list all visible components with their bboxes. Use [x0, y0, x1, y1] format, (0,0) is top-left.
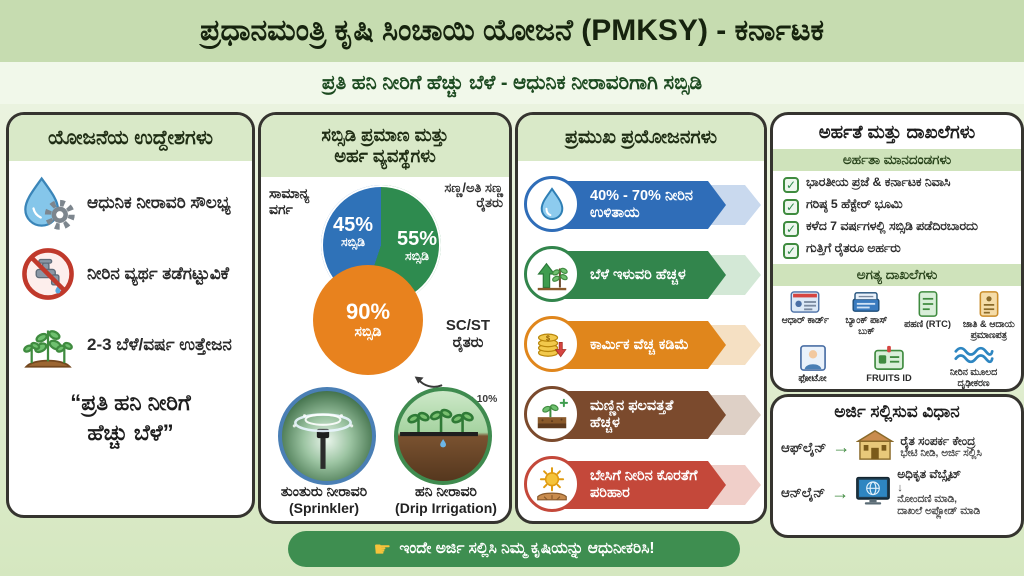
sprinkler-caption: ತುಂತುರು ನೀರಾವರಿ (Sprinkler)	[280, 483, 368, 516]
benefit-row: ಬೆಳೆ ಇಳುವರಿ ಹೆಚ್ಚಳ	[518, 243, 764, 307]
right-arrow-icon: →	[832, 437, 851, 457]
criteria-item: ✓ ಭಾರತೀಯ ಪ್ರಜೆ & ಕರ್ನಾಟಕ ನಿವಾಸಿ	[783, 175, 1013, 193]
cta-banner: ☛ ಇಂದೇ ಅರ್ಜಿ ಸಲ್ಲಿಸಿ ನಿಮ್ಮ ಕೃಷಿಯನ್ನು ಆಧು…	[288, 531, 740, 567]
cta-text: ಇಂದೇ ಅರ್ಜಿ ಸಲ್ಲಿಸಿ ನಿಮ್ಮ ಕೃಷಿಯನ್ನು ಆಧುನೀ…	[399, 540, 655, 557]
offline-description: ರೈತ ಸಂಪರ್ಕ ಕೇಂದ್ರ ಭೇಟಿ ನೀಡಿ, ಅರ್ಜಿ ಸಲ್ಲಿ…	[900, 433, 982, 460]
water-drop-gear-icon	[19, 174, 77, 232]
documents-row: ಆಧಾರ್ ಕಾರ್ಡ್ ಬ್ಯಾಂಕ್ ಪಾಸ್ ಬುಕ್ ಪ	[773, 291, 1021, 340]
check-icon: ✓	[783, 221, 799, 237]
drought-sun-icon	[524, 456, 580, 512]
benefit-label: ಕಾರ್ಮಿಕ ವೆಚ್ಚ ಕಡಿಮೆ	[590, 336, 689, 353]
website-monitor-icon	[855, 475, 891, 512]
scst-farmers-label: SC/ST ರೈತರು	[445, 317, 491, 352]
small-farmers-label: ಸಣ್ಣ/ಅತಿ ಸಣ್ಣ ರೈತರು	[444, 180, 503, 210]
scheme-motto-quote: “ಪ್ರತಿ ಹನಿ ನೀರಿಗೆ ಹೆಚ್ಚು ಬೆಳೆ”	[70, 390, 191, 445]
document-item: ನೀರಿನ ಮೂಲದ ದೃಢೀಕರಣ	[937, 345, 1011, 388]
online-row: ಆನ್‌ಲೈನ್ → ಅಧಿಕೃತ ವೆಬ್ಸೈಟ್ ↓ ನೋಂದಣಿ ಮಾಡಿ…	[781, 467, 1015, 518]
no-water-waste-icon	[19, 245, 77, 303]
objective-item: 2-3 ಬೆಳೆ/ವರ್ಷ ಉತ್ತೇಜನ	[19, 316, 242, 374]
online-description: ಅಧಿಕೃತ ವೆಬ್ಸೈಟ್ ↓ ನೋಂದಣಿ ಮಾಡಿ, ದಾಖಲೆ ಅಪ್…	[897, 467, 981, 518]
drip-caption: ಹನಿ ನೀರಾವರಿ (Drip Irrigation)	[395, 483, 497, 516]
aadhaar-card-icon	[790, 291, 820, 313]
eligibility-title: ಅರ್ಹತೆ ಮತ್ತು ದಾಖಲೆಗಳು	[818, 121, 976, 142]
online-label: ಆನ್‌ಲೈನ್	[781, 485, 826, 501]
document-item: ಆಧಾರ್ ಕಾರ್ಡ್	[776, 291, 834, 340]
bank-passbook-icon	[852, 292, 880, 312]
soil-fertility-icon	[524, 386, 580, 442]
page-subtitle: ಪ್ರತಿ ಹನಿ ನೀರಿಗೆ ಹೆಚ್ಚು ಬೆಳೆ - ಆಧುನಿಕ ನೀ…	[0, 62, 1024, 104]
check-icon: ✓	[783, 199, 799, 215]
benefit-row: 40% - 70% ನೀರಿನ ಉಳಿತಾಯ	[518, 173, 764, 237]
document-item: ಜಾತಿ & ಆದಾಯ ಪ್ರಮಾಣಪತ್ರ	[960, 291, 1018, 340]
subsidy-card: ಸಬ್ಸಿಡಿ ಪ್ರಮಾಣ ಮತ್ತು ಅರ್ಹ ವ್ಯವಸ್ಥೆಗಳು ಸಾ…	[258, 112, 512, 524]
benefit-row: ಬೇಸಿಗೆ ನೀರಿನ ಕೊರತೆಗೆ ಪರಿಹಾರ	[518, 453, 764, 517]
criteria-subtitle: ಅರ್ಹತಾ ಮಾನದಂಡಗಳು	[773, 149, 1021, 171]
objective-label: ಆಧುನಿಕ ನೀರಾವರಿ ಸೌಲಭ್ಯ	[87, 193, 231, 213]
check-icon: ✓	[783, 177, 799, 193]
objective-item: ಆಧುನಿಕ ನೀರಾವರಿ ಸೌಲಭ್ಯ	[19, 174, 242, 232]
coins-cost-down-icon: $	[524, 316, 580, 372]
objectives-title: ಯೋಜನೆಯ ಉದ್ದೇಶಗಳು	[9, 115, 252, 161]
application-method-card: ಅರ್ಜಿ ಸಲ್ಲಿಸುವ ವಿಧಾನ ಆಫ್‌ಲೈನ್ → ರೈತ ಸಂಪರ…	[770, 394, 1024, 538]
general-category-label: ಸಾಮಾನ್ಯ ವರ್ಗ	[269, 185, 310, 218]
caste-income-certificate-icon	[979, 291, 999, 317]
document-item: ಪಹಣಿ (RTC)	[899, 291, 957, 340]
document-item: ಫೋಟೋ	[784, 345, 842, 388]
subsidy-title: ಸಬ್ಸಿಡಿ ಪ್ರಮಾಣ ಮತ್ತು ಅರ್ಹ ವ್ಯವಸ್ಥೆಗಳು	[261, 115, 509, 177]
document-item: FRUITS ID	[852, 345, 926, 388]
scst-subsidy-circle: 90% ಸಬ್ಸಿಡಿ	[313, 265, 423, 375]
check-icon: ✓	[783, 243, 799, 259]
benefit-row: ಕಾರ್ಮಿಕ ವೆಚ್ಚ ಕಡಿಮೆ $	[518, 313, 764, 377]
pointing-hand-icon: ☛	[373, 538, 392, 561]
page-title: ಪ್ರಧಾನಮಂತ್ರಿ ಕೃಷಿ ಸಿಂಚಾಯಿ ಯೋಜನೆ (PMKSY) …	[0, 0, 1024, 62]
benefit-label: ಮಣ್ಣಿನ ಫಲವತ್ತತೆ ಹೆಚ್ಚಳ	[590, 398, 674, 431]
down-arrow-icon: ↓	[897, 481, 903, 494]
note-arrow-icon	[414, 376, 443, 388]
benefit-label: ಬೇಸಿಗೆ ನೀರಿನ ಕೊರತೆಗೆ ಪರಿಹಾರ	[590, 468, 698, 501]
offline-row: ಆಫ್‌ಲೈನ್ → ರೈತ ಸಂಪರ್ಕ ಕೇಂದ್ರ ಭೇಟಿ ನೀಡಿ, …	[781, 429, 1015, 466]
objective-label: 2-3 ಬೆಳೆ/ವರ್ಷ ಉತ್ತೇಜನ	[87, 335, 232, 355]
documents-row: ಫೋಟೋ FRUITS ID ನೀರಿನ ಮೂಲದ ದೃಢೀಕರಣ	[773, 345, 1021, 388]
criteria-item: ✓ ಕಳೆದ 7 ವರ್ಷಗಳಲ್ಲಿ ಸಬ್ಸಿಡಿ ಪಡೆದಿರಬಾರದು	[783, 219, 1013, 237]
criteria-item: ✓ ಗುತ್ತಿಗೆ ರೈತರೂ ಅರ್ಹರು	[783, 241, 1013, 259]
documents-subtitle: ಅಗತ್ಯ ದಾಖಲೆಗಳು	[773, 264, 1021, 286]
rtc-document-icon	[918, 291, 938, 317]
photo-captions: ತುಂತುರು ನೀರಾವರಿ (Sprinkler) ಹನಿ ನೀರಾವರಿ …	[261, 483, 509, 517]
criteria-item: ✓ ಗರಿಷ್ಠ 5 ಹೆಕ್ಟೇರ್ ಭೂಮಿ	[783, 197, 1013, 215]
water-drop-icon	[524, 176, 580, 232]
benefit-label: 40% - 70% ನೀರಿನ ಉಳಿತಾಯ	[590, 188, 693, 221]
benefits-title: ಪ್ರಮುಖ ಪ್ರಯೋಜನಗಳು	[518, 115, 764, 161]
blue-slice-label: 45% ಸಬ್ಸಿಡಿ	[332, 214, 374, 249]
water-source-icon	[953, 347, 994, 364]
objectives-card: ಯೋಜನೆಯ ಉದ್ದೇಶಗಳು ಆಧುನಿಕ ನೀರಾವರಿ ಸೌಲಭ್ಯ	[6, 112, 255, 518]
crops-per-year-icon	[19, 316, 77, 374]
offline-label: ಆಫ್‌ಲೈನ್	[781, 439, 827, 455]
benefit-row: ಮಣ್ಣಿನ ಫಲವತ್ತತೆ ಹೆಚ್ಚಳ	[518, 383, 764, 447]
benefits-card: ಪ್ರಮುಖ ಪ್ರಯೋಜನಗಳು 40% - 70% ನೀರಿನ ಉಳಿತಾಯ…	[515, 112, 767, 524]
objective-item: ನೀರಿನ ವ್ಯರ್ಥ ತಡೆಗಟ್ಟುವಿಕೆ	[19, 245, 242, 303]
irrigation-photos	[261, 387, 509, 485]
building-icon	[855, 429, 895, 466]
fruits-id-icon	[874, 346, 904, 371]
green-slice-label: 55% ಸಬ್ಸಿಡಿ	[396, 228, 438, 263]
photo-icon	[799, 345, 826, 372]
svg-text:$: $	[546, 334, 550, 342]
subsidy-pie-chart: ಸಾಮಾನ್ಯ ವರ್ಗ ಸಣ್ಣ/ಅತಿ ಸಣ್ಣ ರೈತರು 45% ಸಬ್…	[261, 177, 509, 417]
application-title: ಅರ್ಜಿ ಸಲ್ಲಿಸುವ ವಿಧಾನ	[834, 402, 960, 421]
document-item: ಬ್ಯಾಂಕ್ ಪಾಸ್ ಬುಕ್	[837, 291, 895, 340]
objective-label: ನೀರಿನ ವ್ಯರ್ಥ ತಡೆಗಟ್ಟುವಿಕೆ	[87, 264, 230, 284]
sprinkler-photo	[278, 387, 377, 485]
right-arrow-icon: →	[831, 482, 850, 503]
benefit-label: ಬೆಳೆ ಇಳುವರಿ ಹೆಚ್ಚಳ	[590, 266, 686, 283]
eligibility-card: ಅರ್ಹತೆ ಮತ್ತು ದಾಖಲೆಗಳು ಅರ್ಹತಾ ಮಾನದಂಡಗಳು ✓…	[770, 112, 1024, 392]
drip-irrigation-photo	[393, 387, 492, 485]
yield-growth-icon	[524, 246, 580, 302]
